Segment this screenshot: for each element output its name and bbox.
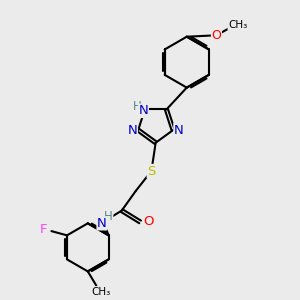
Text: H: H <box>104 210 113 223</box>
Text: N: N <box>97 217 107 230</box>
Text: F: F <box>40 223 47 236</box>
Text: N: N <box>174 124 184 136</box>
Text: N: N <box>128 124 137 136</box>
Text: CH₃: CH₃ <box>228 20 247 29</box>
Text: O: O <box>143 215 153 228</box>
Text: CH₃: CH₃ <box>91 287 110 297</box>
Text: O: O <box>212 29 221 42</box>
Text: S: S <box>147 164 156 178</box>
Text: H: H <box>133 100 141 113</box>
Text: N: N <box>139 104 148 117</box>
